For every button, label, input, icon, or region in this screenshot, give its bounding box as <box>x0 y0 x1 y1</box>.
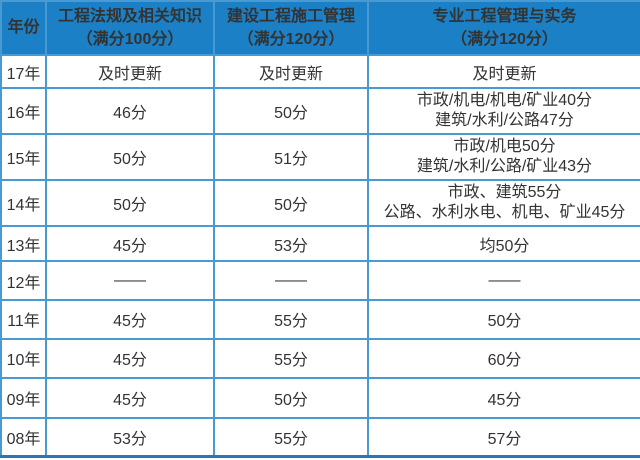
cell-law-score: 53分 <box>45 416 215 458</box>
cell-management-score: 及时更新 <box>213 53 369 90</box>
cell-practice-score: 57分 <box>367 416 640 458</box>
table-row-14: 14年 50分 50分 市政、建筑55分 公路、水利水电、机电、矿业45分 <box>0 179 640 227</box>
cell-management-score: 55分 <box>213 416 369 458</box>
cell-year: 09年 <box>0 377 47 419</box>
cell-practice-score: 市政、建筑55分 公路、水利水电、机电、矿业45分 <box>367 179 640 227</box>
cell-law-score: 46分 <box>45 87 215 136</box>
cell-management-score: —— <box>213 260 369 302</box>
cell-practice-score: —— <box>367 260 640 302</box>
cell-practice-score: 均50分 <box>367 224 640 263</box>
table-row-10: 10年 45分 55分 60分 <box>0 337 640 380</box>
table-row-17: 17年 及时更新 及时更新 及时更新 <box>0 53 640 90</box>
cell-law-score: —— <box>45 260 215 302</box>
cell-year: 16年 <box>0 87 47 136</box>
cell-management-score: 50分 <box>213 179 369 227</box>
cell-year: 15年 <box>0 133 47 182</box>
cell-law-score: 45分 <box>45 337 215 380</box>
cell-management-score: 51分 <box>213 133 369 182</box>
header-sublabel: （满分120分） <box>451 31 558 48</box>
cell-management-score: 50分 <box>213 377 369 419</box>
cell-year: 12年 <box>0 260 47 302</box>
cell-law-score: 45分 <box>45 299 215 340</box>
header-sublabel: （满分100分） <box>76 31 184 48</box>
cell-practice-score: 45分 <box>367 377 640 419</box>
table-row-15: 15年 50分 51分 市政/机电50分 建筑/水利/公路/矿业43分 <box>0 133 640 182</box>
header-cell-practice: 专业工程管理与实务 （满分120分） <box>367 0 640 56</box>
header-label: 建设工程施工管理 <box>226 7 355 25</box>
header-cell-management: 建设工程施工管理 （满分120分） <box>213 0 369 56</box>
header-label: 年份 <box>7 19 40 37</box>
cell-law-score: 45分 <box>45 224 215 263</box>
table-row-13: 13年 45分 53分 均50分 <box>0 224 640 263</box>
header-cell-law: 工程法规及相关知识 （满分100分） <box>45 0 215 56</box>
cell-practice-score: 市政/机电/机电/矿业40分 建筑/水利/公路47分 <box>367 87 640 136</box>
cell-management-score: 53分 <box>213 224 369 263</box>
cell-law-score: 50分 <box>45 179 215 227</box>
cell-practice-score: 及时更新 <box>367 53 640 90</box>
table-row-11: 11年 45分 55分 50分 <box>0 299 640 340</box>
cell-year: 10年 <box>0 337 47 380</box>
table-row-16: 16年 46分 50分 市政/机电/机电/矿业40分 建筑/水利/公路47分 <box>0 87 640 136</box>
cell-practice-score: 市政/机电50分 建筑/水利/公路/矿业43分 <box>367 133 640 182</box>
cell-practice-score: 50分 <box>367 299 640 340</box>
table-header: 年份 工程法规及相关知识 （满分100分） 建设工程施工管理 （满分120分） … <box>0 0 640 56</box>
header-cell-year: 年份 <box>0 0 47 56</box>
cell-year: 11年 <box>0 299 47 340</box>
table-row-12: 12年 —— —— —— <box>0 260 640 302</box>
table-row-08: 08年 53分 55分 57分 <box>0 416 640 458</box>
header-row: 年份 工程法规及相关知识 （满分100分） 建设工程施工管理 （满分120分） … <box>0 0 640 56</box>
cell-year: 13年 <box>0 224 47 263</box>
table-row-09: 09年 45分 50分 45分 <box>0 377 640 419</box>
cell-law-score: 45分 <box>45 377 215 419</box>
cell-year: 14年 <box>0 179 47 227</box>
cell-management-score: 55分 <box>213 337 369 380</box>
cell-practice-score: 60分 <box>367 337 640 380</box>
table-body: 17年 及时更新 及时更新 及时更新 16年 46分 50分 市政/机电/机电/… <box>0 53 640 458</box>
header-label: 专业工程管理与实务 <box>432 7 577 25</box>
cell-management-score: 55分 <box>213 299 369 340</box>
header-label: 工程法规及相关知识 <box>57 7 202 25</box>
cell-year: 17年 <box>0 53 47 90</box>
header-sublabel: （满分120分） <box>237 31 345 48</box>
cell-law-score: 50分 <box>45 133 215 182</box>
cell-management-score: 50分 <box>213 87 369 136</box>
cell-year: 08年 <box>0 416 47 458</box>
cell-law-score: 及时更新 <box>45 53 215 90</box>
